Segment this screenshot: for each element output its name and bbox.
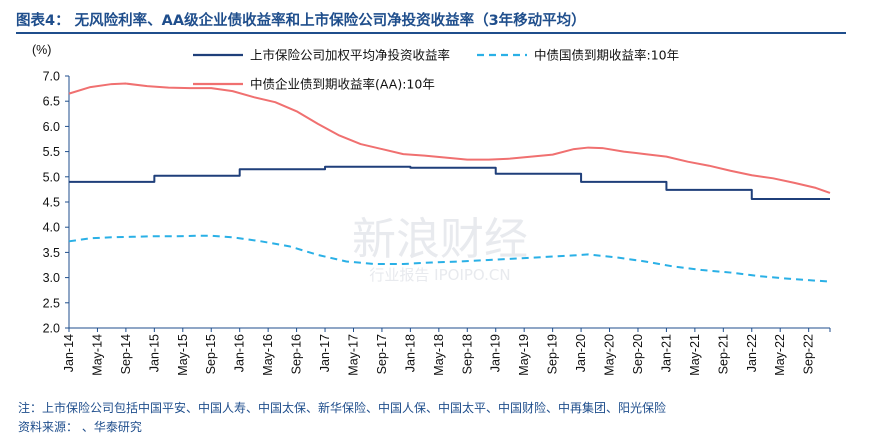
y-tick-label: 2.5: [43, 296, 60, 310]
x-tick-label: May-20: [603, 334, 617, 376]
x-tick-label: Sep-18: [460, 334, 474, 374]
footnote: 注：上市保险公司包括中国平安、中国人寿、中国太保、新华保险、中国人保、中国太平、…: [18, 401, 667, 415]
x-tick-label: May-18: [432, 334, 446, 376]
y-tick-label: 4.0: [43, 221, 60, 235]
x-tick-label: Sep-15: [204, 334, 218, 374]
series-line-1: [69, 165, 830, 200]
y-tick-label: 4.5: [43, 196, 60, 210]
watermark-main: 新浪财经: [352, 214, 528, 265]
x-tick-label: Jan-14: [62, 334, 76, 372]
x-tick-label: May-15: [176, 334, 190, 376]
series-line-2: [68, 234, 831, 283]
figure-title: 图表4： 无风险利率、AA级企业债收益率和上市保险公司净投资收益率（3年移动平均…: [16, 12, 586, 29]
y-axis-unit: (%): [32, 43, 51, 57]
figure-title-bar: 图表4： 无风险利率、AA级企业债收益率和上市保险公司净投资收益率（3年移动平均…: [16, 6, 846, 34]
x-tick-label: Jan-15: [147, 334, 161, 372]
x-tick-label: May-16: [261, 334, 275, 376]
x-tick-label: Sep-22: [802, 334, 816, 374]
x-tick-label: Sep-14: [119, 334, 133, 374]
y-tick-label: 2.0: [43, 322, 60, 336]
legend-label-3: 中债企业债到期收益率(AA):10年: [250, 77, 435, 92]
x-tick-label: Jan-16: [233, 334, 247, 372]
x-tick-label: Sep-20: [631, 334, 645, 374]
source-note: 资料来源： 、华泰研究: [18, 420, 142, 434]
x-tick-label: May-21: [688, 334, 702, 376]
x-tick-label: Sep-16: [290, 334, 304, 374]
legend-label-1: 上市保险公司加权平均净投资收益率: [250, 48, 450, 63]
y-tick-label: 6.0: [43, 120, 60, 134]
y-tick-label: 3.5: [43, 246, 60, 260]
legend-label-2: 中债国债到期收益率:10年: [534, 48, 679, 63]
x-tick-label: May-17: [346, 334, 360, 376]
x-tick-label: May-19: [517, 334, 531, 376]
x-tick-label: Sep-19: [546, 334, 560, 374]
x-tick-label: Jan-19: [489, 334, 503, 372]
x-tick-label: Jan-21: [659, 334, 673, 372]
notes: 注：上市保险公司包括中国平安、中国人寿、中国太保、新华保险、中国人保、中国太平、…: [18, 399, 858, 437]
watermark-sub: 行业报告 IPOIPO.CN: [369, 266, 510, 284]
chart-axes: 7.0 6.5 6.0 5.5 5.0 4.5 4.0 3.5 3.0 2.5 2.0 (%) Jan-…: [32, 43, 831, 376]
x-tick-label: Sep-21: [716, 334, 730, 374]
chart-legend: 上市保险公司加权平均净投资收益率 中债国债到期收益率:10年中债企业债到期收益率(…: [193, 48, 679, 92]
y-tick-label: 5.0: [43, 170, 60, 184]
x-tick-label: Jan-17: [318, 334, 332, 372]
y-tick-label: 6.5: [43, 95, 60, 109]
y-tick-label: 7.0: [43, 70, 60, 84]
x-tick-label: Jan-18: [403, 334, 417, 372]
x-tick-label: May-22: [773, 334, 787, 376]
x-tick-label: May-14: [90, 334, 104, 376]
y-tick-label: 5.5: [43, 145, 60, 159]
x-tick-label: Jan-22: [745, 334, 759, 372]
x-tick-label: Sep-17: [375, 334, 389, 374]
series-line-3: [68, 82, 831, 194]
series-layer: [68, 82, 831, 283]
y-tick-label: 3.0: [43, 271, 60, 285]
x-tick-label: Jan-20: [574, 334, 588, 372]
